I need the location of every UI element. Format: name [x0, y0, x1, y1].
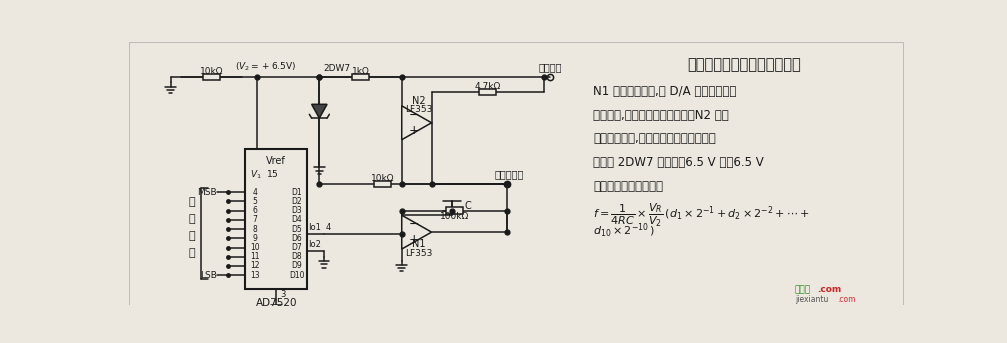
Text: 接线图: 接线图 — [795, 285, 811, 294]
Text: 三角波输出: 三角波输出 — [494, 169, 524, 179]
Text: 7: 7 — [252, 215, 257, 224]
Text: Io2: Io2 — [308, 240, 321, 249]
Text: Vref: Vref — [267, 156, 286, 166]
Bar — [479, 89, 496, 95]
Text: 数: 数 — [188, 197, 194, 207]
Text: 5: 5 — [252, 197, 257, 206]
Text: D8: D8 — [292, 252, 302, 261]
Text: jiexiantu: jiexiantu — [796, 295, 829, 304]
Text: D2: D2 — [292, 197, 302, 206]
Text: 11: 11 — [250, 252, 260, 261]
Text: −: − — [409, 218, 419, 231]
Text: +: + — [409, 233, 419, 246]
Text: D3: D3 — [292, 206, 302, 215]
Text: 入: 入 — [188, 248, 194, 258]
Text: $V_1$  15: $V_1$ 15 — [250, 169, 279, 181]
Text: 方波输出: 方波输出 — [539, 62, 562, 72]
Text: $(V_2=+6.5\mathrm{V})$: $(V_2=+6.5\mathrm{V})$ — [235, 60, 296, 73]
Text: 10kΩ: 10kΩ — [199, 67, 224, 76]
Text: 一电压比较器,它的输出电压被双向稳压: 一电压比较器,它的输出电压被双向稳压 — [593, 132, 716, 145]
Text: 13: 13 — [250, 271, 260, 280]
Text: $d_{10} \times 2^{-10}\,)$: $d_{10} \times 2^{-10}\,)$ — [593, 222, 656, 240]
Text: MSB: MSB — [197, 188, 217, 197]
Text: $f = \dfrac{1}{4RC} \times \dfrac{V_R}{V_2}\,( d_1 \times 2^{-1} + d_2 \times 2^: $f = \dfrac{1}{4RC} \times \dfrac{V_R}{V… — [593, 202, 811, 229]
Text: AD7520: AD7520 — [256, 298, 297, 308]
Text: 二极管 2DW7 限幅在＋6.5 V 或－6.5 V: 二极管 2DW7 限幅在＋6.5 V 或－6.5 V — [593, 156, 764, 169]
Text: N1: N1 — [412, 239, 425, 249]
Text: LF353: LF353 — [405, 105, 432, 114]
Text: 2DW7: 2DW7 — [323, 64, 350, 73]
Text: 10kΩ: 10kΩ — [371, 174, 395, 183]
Text: 8: 8 — [253, 225, 257, 234]
Text: D6: D6 — [292, 234, 302, 243]
Text: N2: N2 — [412, 96, 426, 106]
Text: D5: D5 — [292, 225, 302, 234]
Text: 1kΩ: 1kΩ — [351, 67, 370, 76]
Text: 100kΩ: 100kΩ — [440, 212, 469, 221]
Text: 6: 6 — [252, 206, 257, 215]
Text: +: + — [409, 124, 419, 137]
Text: 4: 4 — [252, 188, 257, 197]
Text: 上。电路的振荡频率为: 上。电路的振荡频率为 — [593, 180, 664, 193]
Text: D10: D10 — [289, 271, 305, 280]
Text: C: C — [464, 201, 471, 211]
Text: 输: 输 — [188, 231, 194, 241]
Text: N1 组成－积分器,对 D/A 转换器的输出: N1 组成－积分器,对 D/A 转换器的输出 — [593, 85, 737, 98]
Text: 4: 4 — [326, 223, 331, 232]
Text: −: − — [409, 109, 419, 121]
Text: LSB: LSB — [200, 271, 217, 280]
Text: D4: D4 — [292, 215, 302, 224]
Bar — [374, 180, 391, 187]
Bar — [352, 73, 369, 80]
Polygon shape — [402, 215, 432, 249]
Text: LF353: LF353 — [405, 249, 432, 258]
Text: D9: D9 — [292, 261, 302, 271]
Polygon shape — [311, 104, 327, 118]
Text: 数控三角波、方波发生器电路: 数控三角波、方波发生器电路 — [688, 57, 802, 72]
Text: 据: 据 — [188, 214, 194, 224]
Bar — [203, 73, 220, 80]
Text: .com: .com — [817, 285, 841, 294]
Text: 9: 9 — [252, 234, 257, 243]
Text: Io1: Io1 — [308, 223, 321, 232]
Text: D7: D7 — [292, 243, 302, 252]
Text: 4.7kΩ: 4.7kΩ — [474, 82, 501, 91]
Text: .com: .com — [838, 295, 856, 304]
Text: D1: D1 — [292, 188, 302, 197]
Text: 3: 3 — [280, 290, 285, 299]
Text: 10: 10 — [250, 243, 260, 252]
Polygon shape — [402, 106, 432, 140]
Text: 电流积分,使输出电压线性变化；N2 组成: 电流积分,使输出电压线性变化；N2 组成 — [593, 109, 729, 121]
Text: 12: 12 — [250, 261, 260, 271]
Bar — [246, 149, 307, 289]
Bar — [446, 208, 463, 214]
